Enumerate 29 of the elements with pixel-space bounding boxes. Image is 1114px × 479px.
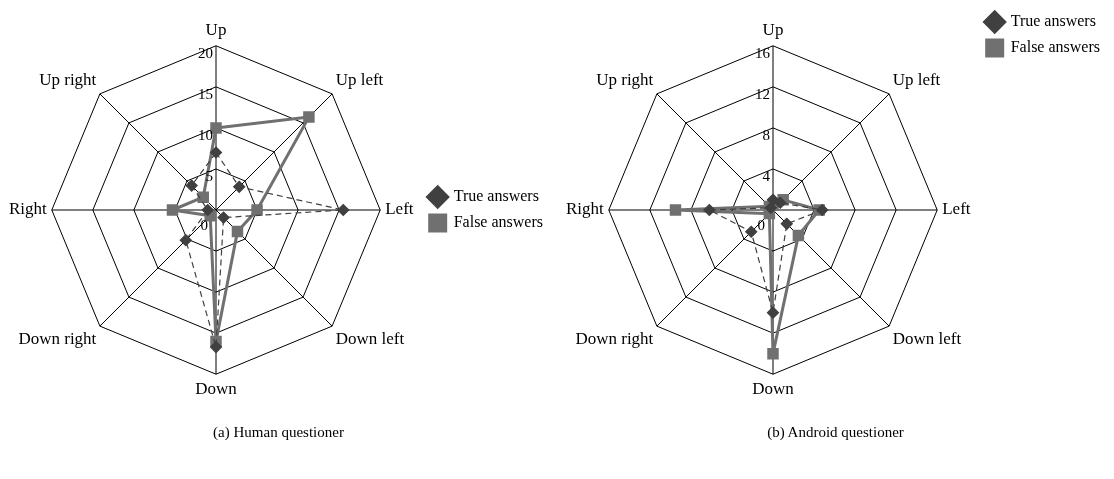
y-tick-label: 4	[762, 167, 771, 184]
legend-label: True answers	[1010, 12, 1096, 30]
spoke-label: Up	[762, 20, 784, 40]
legend-label: False answers	[453, 213, 543, 231]
y-tick-label: 8	[762, 126, 770, 143]
spoke-label: Down right	[575, 329, 654, 349]
y-tick-label: 20	[198, 44, 213, 61]
spoke-label: Down	[195, 378, 238, 398]
spoke-label: Down	[752, 378, 795, 398]
spoke-label: Left	[942, 199, 971, 219]
spoke-label: Up left	[892, 69, 941, 89]
spoke-label: Up left	[335, 69, 384, 89]
y-tick-label: 0	[200, 216, 208, 233]
spoke-label: Right	[8, 199, 48, 219]
y-tick-label: 15	[198, 85, 213, 102]
legend-label: True answers	[453, 187, 539, 205]
text: (a) Human questioner	[212, 424, 345, 441]
spoke-label: Up right	[39, 69, 97, 89]
text: (b) Android questioner	[766, 424, 905, 441]
spoke-label: Right	[565, 199, 605, 219]
spoke-label: Down right	[18, 329, 97, 349]
legend-label: False answers	[1010, 38, 1100, 56]
y-tick-label: 16	[755, 44, 771, 61]
spoke-label: Left	[385, 199, 414, 219]
y-tick-label: 12	[755, 85, 770, 102]
spoke-label: Up right	[596, 69, 654, 89]
spoke-label: Up	[205, 20, 227, 40]
spoke-label: Down left	[892, 329, 962, 349]
spoke-label: Down left	[335, 329, 405, 349]
